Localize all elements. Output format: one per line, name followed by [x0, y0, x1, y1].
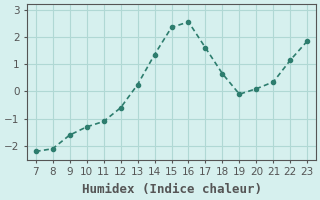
- X-axis label: Humidex (Indice chaleur): Humidex (Indice chaleur): [82, 183, 261, 196]
